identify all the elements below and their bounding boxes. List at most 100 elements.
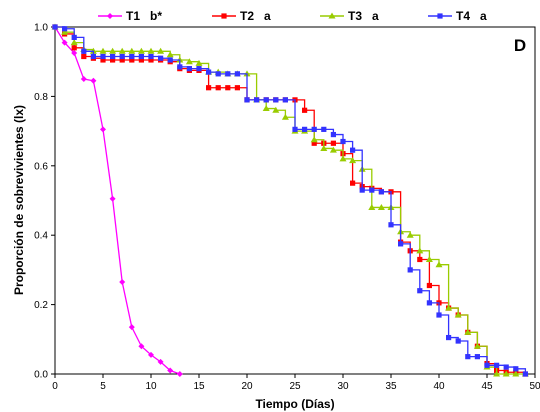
data-point-t4	[71, 34, 77, 41]
x-tick-label: 35	[385, 381, 397, 392]
legend-marker	[437, 13, 443, 19]
legend-significance: a	[372, 9, 379, 23]
series-t1	[52, 24, 183, 377]
data-point-t1	[100, 126, 106, 133]
x-tick-label: 20	[241, 381, 253, 392]
data-point-t4	[119, 53, 125, 60]
data-point-t3	[512, 370, 520, 377]
x-tick-label: 5	[100, 381, 106, 392]
data-point-t4	[369, 187, 375, 193]
data-point-t4	[263, 97, 269, 103]
data-point-t3	[310, 136, 318, 143]
x-tick-label: 0	[52, 381, 58, 392]
data-point-t1	[80, 76, 87, 83]
data-point-t4	[484, 362, 490, 368]
series-t4	[52, 24, 528, 377]
data-point-t4	[215, 71, 221, 77]
data-point-t3	[377, 203, 385, 210]
data-point-t4	[398, 241, 404, 247]
x-axis-title: Tiempo (Días)	[255, 397, 334, 411]
data-point-t1	[138, 343, 145, 350]
data-point-t4	[426, 300, 432, 306]
data-point-t3	[272, 106, 280, 113]
legend-label: T4	[456, 9, 470, 23]
data-point-t3	[281, 113, 289, 120]
data-point-t3	[368, 203, 376, 210]
legend: T1 b* T2 a T3 a T4 a	[98, 9, 487, 23]
data-point-t3	[70, 39, 78, 46]
data-point-t4	[311, 126, 317, 132]
data-point-t4	[148, 53, 154, 60]
data-point-t2	[119, 57, 125, 63]
data-point-t1	[128, 324, 135, 331]
y-tick-label: 1.0	[34, 23, 48, 34]
data-point-t4	[62, 26, 68, 32]
data-point-t3	[320, 144, 328, 151]
x-tick-label: 10	[145, 381, 157, 392]
x-tick-label: 25	[289, 381, 301, 392]
data-point-t4	[455, 338, 461, 344]
data-point-t4	[158, 55, 164, 61]
data-point-t3	[339, 155, 347, 162]
data-point-t2	[138, 57, 144, 63]
data-point-t4	[513, 366, 519, 372]
data-point-t2	[129, 57, 135, 63]
legend-item-t3: T3 a	[320, 9, 379, 23]
data-point-t3	[473, 342, 481, 349]
data-point-t4	[340, 138, 346, 145]
data-point-t4	[196, 66, 202, 72]
x-tick-label: 30	[337, 381, 349, 392]
legend-item-t4: T4 a	[428, 9, 487, 23]
data-point-t4	[292, 126, 298, 132]
data-point-t4	[81, 48, 87, 54]
data-point-t3	[137, 47, 145, 54]
data-point-t1	[176, 371, 183, 377]
legend-significance: a	[480, 9, 487, 23]
data-point-t1	[157, 358, 164, 365]
data-point-t3	[464, 328, 472, 335]
data-point-t2	[110, 57, 116, 63]
x-tick-label: 50	[529, 381, 540, 392]
panel-label: D	[514, 36, 526, 55]
data-point-t3	[118, 47, 126, 54]
data-point-t3	[349, 157, 357, 164]
legend-label: T2	[240, 9, 254, 23]
data-point-t4	[90, 53, 96, 60]
data-point-t2	[302, 107, 308, 113]
legend-marker	[107, 13, 113, 19]
legend-significance: a	[264, 9, 271, 23]
data-point-t2	[71, 45, 77, 51]
data-point-t3	[195, 59, 203, 66]
data-point-t4	[244, 97, 250, 103]
data-point-t2	[311, 140, 317, 146]
data-point-t3	[493, 370, 501, 377]
data-point-t2	[225, 85, 231, 91]
data-point-t4	[273, 97, 279, 103]
data-point-t4	[167, 57, 173, 63]
data-point-t2	[417, 256, 423, 263]
data-point-t3	[109, 47, 117, 54]
data-point-t4	[330, 131, 336, 138]
legend-item-t2: T2 a	[212, 9, 271, 23]
data-point-t1	[61, 39, 68, 46]
data-point-t4	[446, 334, 452, 341]
data-point-t3	[185, 58, 193, 65]
data-point-t4	[177, 64, 183, 70]
data-point-t1	[148, 351, 154, 358]
data-point-t2	[426, 282, 432, 289]
data-point-t2	[215, 85, 221, 91]
data-point-t3	[416, 247, 424, 254]
data-point-t2	[100, 57, 106, 63]
y-axis-title: Proporción de sobrevivientes (lx)	[12, 105, 26, 295]
data-point-t4	[494, 362, 500, 368]
legend-label: T3	[348, 9, 362, 23]
data-point-t3	[502, 370, 510, 377]
data-point-t3	[166, 51, 174, 58]
data-point-t3	[262, 105, 270, 112]
legend-marker	[221, 13, 227, 19]
data-point-t3	[128, 47, 136, 54]
data-point-t4	[110, 53, 116, 60]
data-point-t4	[378, 189, 384, 195]
data-point-t1	[109, 195, 116, 202]
data-point-t3	[454, 311, 462, 318]
